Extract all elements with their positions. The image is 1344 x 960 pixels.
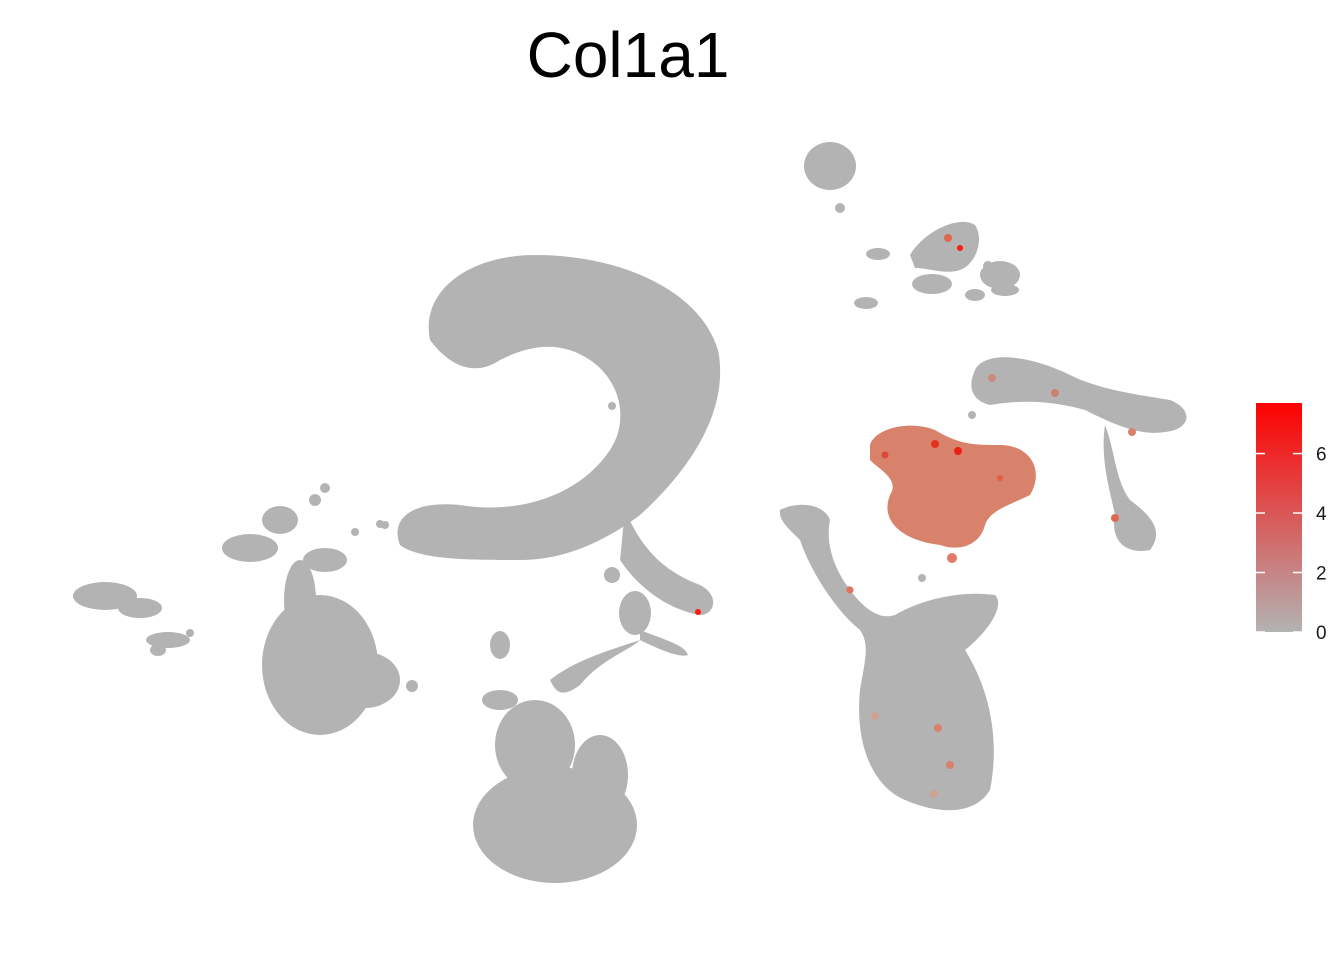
cluster-center-bottom [473, 640, 640, 883]
cluster-left-large [222, 483, 418, 735]
cluster-center-bridge [490, 510, 714, 659]
sparse-expressing-cells [695, 234, 1136, 798]
colorbar-tick-label: 6 [1316, 445, 1327, 466]
cluster-top-right-small [804, 142, 890, 309]
cluster-fibroblast-col1a1-high [870, 425, 1036, 563]
colorbar-tick-label: 2 [1316, 564, 1327, 585]
colorbar-tick-label: 4 [1316, 504, 1327, 525]
colorbar-tick-label: 0 [1316, 623, 1327, 644]
colorbar-gradient [1256, 403, 1302, 632]
cluster-crescent-upper [381, 255, 721, 560]
cluster-far-left-small [73, 582, 194, 656]
cluster-right-bottom-large [779, 504, 999, 811]
cluster-group [73, 142, 1187, 883]
cluster-top-right-ring [910, 221, 1020, 301]
colorbar-legend: 0 2 4 6 [1256, 403, 1327, 644]
chart-title: Col1a1 [526, 19, 730, 91]
